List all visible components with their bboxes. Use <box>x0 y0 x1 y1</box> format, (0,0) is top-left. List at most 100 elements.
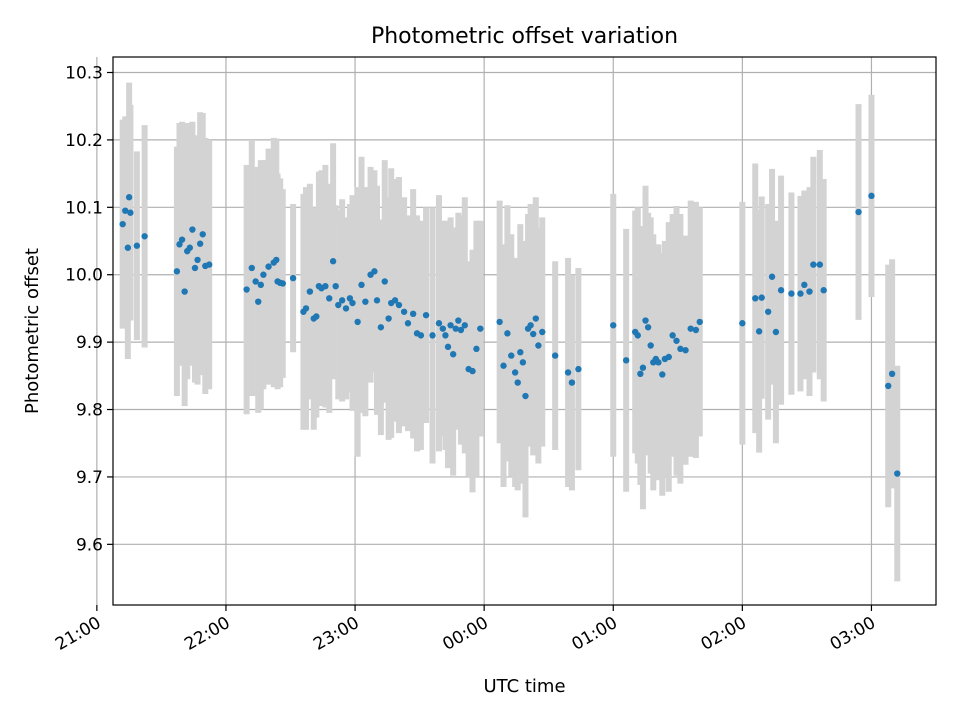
data-point <box>810 261 817 268</box>
chart-title: Photometric offset variation <box>371 24 678 49</box>
data-point <box>354 318 361 326</box>
data-point <box>124 244 132 251</box>
y-tick-label: 9.9 <box>76 333 103 353</box>
data-point <box>338 297 346 304</box>
data-point <box>181 288 188 295</box>
data-point <box>647 342 654 349</box>
data-point <box>449 351 457 358</box>
data-point <box>768 273 776 280</box>
data-point <box>687 325 694 332</box>
data-point <box>692 326 700 334</box>
data-point <box>381 278 388 285</box>
y-tick-label: 10.0 <box>65 266 103 286</box>
data-point <box>568 379 576 386</box>
data-point <box>173 268 181 275</box>
data-point <box>422 311 430 319</box>
data-point <box>868 192 875 200</box>
y-ticks: 9.6 9.7 9.8 9.9 10.0 10.1 10.2 10.3 <box>65 64 113 555</box>
data-point <box>637 370 644 378</box>
data-point <box>511 369 519 376</box>
data-point <box>313 313 320 320</box>
data-point <box>395 301 403 309</box>
data-point <box>125 194 133 201</box>
data-point <box>530 330 537 338</box>
data-point <box>377 324 385 331</box>
data-point <box>752 295 759 302</box>
data-point <box>391 297 399 304</box>
y-tick-label: 10.1 <box>65 198 103 218</box>
data-point <box>260 271 267 278</box>
data-point <box>257 281 265 289</box>
data-point <box>508 352 515 359</box>
data-point <box>522 392 529 400</box>
data-point <box>739 320 746 327</box>
data-point <box>461 322 468 329</box>
data-point <box>189 226 196 233</box>
y-tick-label: 9.8 <box>76 401 103 421</box>
data-point <box>755 328 763 335</box>
data-point <box>302 305 310 312</box>
data-point <box>655 359 662 366</box>
data-point <box>279 280 286 287</box>
y-tick-label: 9.7 <box>76 468 103 488</box>
data-point <box>816 261 824 268</box>
data-point <box>400 308 408 315</box>
data-point <box>385 315 392 322</box>
data-point <box>252 278 259 285</box>
data-point <box>409 310 417 318</box>
data-point <box>806 288 813 295</box>
data-point <box>888 370 896 378</box>
data-point <box>772 328 780 336</box>
plot-frame <box>112 56 937 606</box>
x-axis-label: UTC time <box>483 676 565 697</box>
data-point <box>373 297 381 304</box>
data-point <box>514 379 521 386</box>
data-point <box>532 315 539 322</box>
data-point <box>496 318 503 326</box>
data-point <box>273 256 280 264</box>
data-point <box>677 345 684 353</box>
data-point <box>329 258 337 265</box>
data-point <box>519 359 527 366</box>
data-point <box>894 470 901 477</box>
data-point <box>141 233 148 240</box>
data-point <box>439 325 447 332</box>
data-point <box>885 382 892 390</box>
data-point <box>696 318 703 326</box>
data-point <box>527 322 534 329</box>
data-point <box>417 332 425 339</box>
data-point <box>665 353 672 361</box>
data-point <box>404 320 412 327</box>
data-point <box>349 299 356 307</box>
y-axis-label: Photometric offset <box>22 248 43 414</box>
data-point <box>178 236 186 243</box>
data-point <box>469 367 476 375</box>
data-point <box>669 332 676 339</box>
y-tick-label: 10.2 <box>65 131 103 151</box>
data-point <box>194 256 201 264</box>
data-point <box>634 332 641 339</box>
data-point <box>429 332 436 339</box>
data-point <box>801 281 808 289</box>
y-tick-label: 10.3 <box>65 64 103 84</box>
data-point <box>346 295 354 302</box>
data-point <box>191 264 199 272</box>
data-point <box>764 308 772 315</box>
data-point <box>196 240 204 247</box>
data-point <box>477 325 484 332</box>
data-point <box>119 220 126 228</box>
data-point <box>855 208 862 216</box>
data-point <box>362 298 369 305</box>
data-point <box>455 317 462 324</box>
data-point <box>539 328 546 336</box>
data-point <box>289 274 297 282</box>
data-point <box>332 282 339 290</box>
data-point <box>248 264 255 272</box>
data-point <box>199 231 206 238</box>
data-point <box>322 282 329 290</box>
data-point <box>673 337 680 344</box>
data-point <box>176 241 183 248</box>
data-point <box>442 332 449 339</box>
data-point <box>342 305 350 312</box>
